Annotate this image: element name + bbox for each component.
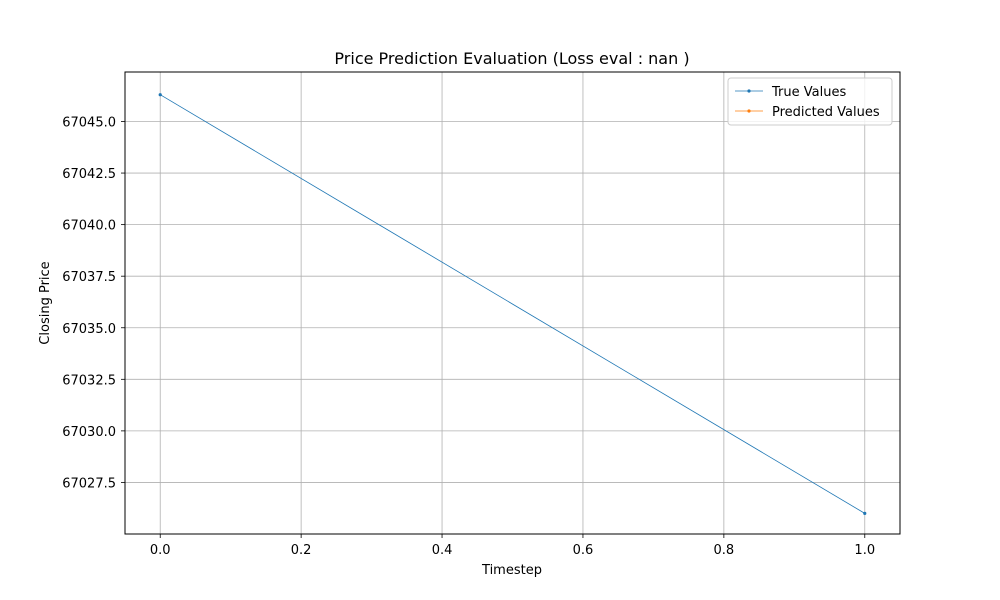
series-layer: [158, 93, 867, 515]
grid-lines: [125, 72, 900, 534]
plot-area-frame: [124, 71, 901, 535]
y-tick-label: 67035.0: [62, 322, 116, 337]
legend: True Values Predicted Values: [727, 77, 893, 126]
y-tick-label: 67045.0: [62, 116, 116, 131]
y-tick-label: 67030.0: [62, 425, 116, 440]
x-tick-label: 0.8: [714, 543, 735, 558]
y-tick-label: 67037.5: [62, 270, 116, 285]
chart-title: Price Prediction Evaluation (Loss eval :…: [334, 49, 689, 68]
legend-label: Predicted Values: [772, 105, 880, 120]
x-tick-label: 0.6: [573, 543, 594, 558]
y-axis-title: Closing Price: [38, 261, 53, 344]
data-point: [158, 93, 162, 97]
data-point: [863, 511, 867, 515]
legend-marker: [747, 109, 751, 113]
x-axis-title: Timestep: [481, 563, 542, 578]
series-line-0: [160, 94, 865, 514]
x-tick-label: 1.0: [854, 543, 875, 558]
y-tick-label: 67040.0: [62, 219, 116, 234]
y-tick-label: 67027.5: [62, 476, 116, 491]
x-tick-label: 0.0: [150, 543, 171, 558]
x-tick-label: 0.2: [291, 543, 312, 558]
axis-ticks: 0.0 0.2 0.4 0.6 0.8 1.0 67027.5 67030.0 67032.5 6…: [62, 116, 875, 559]
x-tick-label: 0.4: [432, 543, 453, 558]
legend-marker: [747, 89, 751, 93]
legend-box: [727, 77, 893, 126]
y-tick-label: 67032.5: [62, 373, 116, 388]
legend-label: True Values: [771, 85, 846, 100]
y-tick-label: 67042.5: [62, 167, 116, 182]
